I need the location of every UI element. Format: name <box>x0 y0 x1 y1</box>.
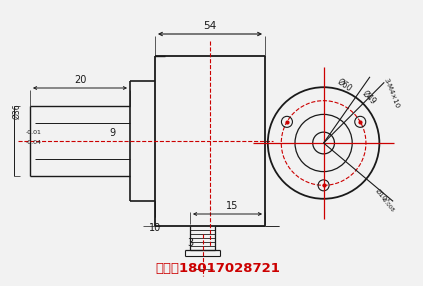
Text: 20: 20 <box>74 75 86 85</box>
Text: -0.01: -0.01 <box>26 130 42 136</box>
Text: -0.008: -0.008 <box>380 196 395 213</box>
Text: 15: 15 <box>226 201 239 211</box>
Text: 9: 9 <box>109 128 115 138</box>
Text: Ø60: Ø60 <box>335 77 354 93</box>
Text: 手机：18017028721: 手机：18017028721 <box>155 261 280 275</box>
Text: Ø10°: Ø10° <box>374 187 390 205</box>
Text: -0.04: -0.04 <box>26 140 42 146</box>
Text: Ø36: Ø36 <box>13 103 22 119</box>
Text: Ø49: Ø49 <box>360 89 377 107</box>
Text: 54: 54 <box>203 21 217 31</box>
Text: 3-M4×10: 3-M4×10 <box>383 77 400 109</box>
Text: 10: 10 <box>149 223 161 233</box>
Text: 3: 3 <box>187 238 193 248</box>
